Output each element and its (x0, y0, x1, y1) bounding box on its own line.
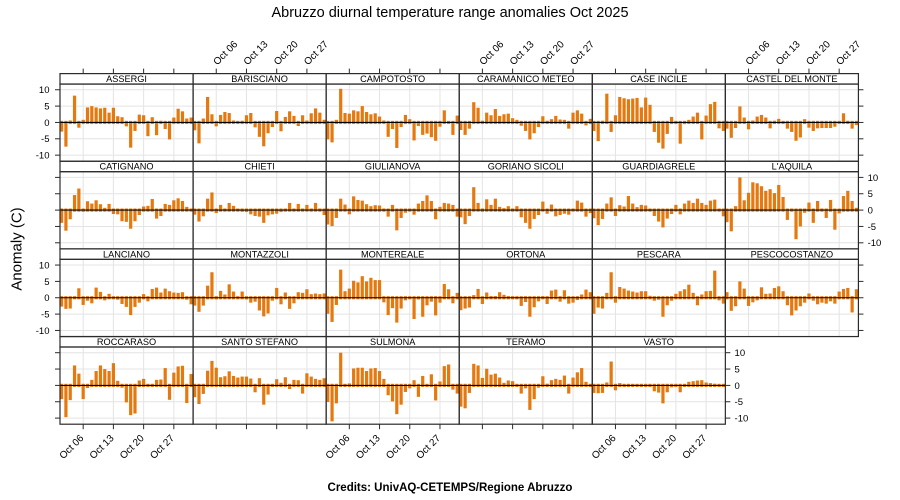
svg-text:BARISCIANO: BARISCIANO (231, 74, 288, 84)
svg-text:CAMPOTOSTO: CAMPOTOSTO (360, 74, 425, 84)
svg-text:-10: -10 (868, 238, 882, 249)
svg-text:GORIANO SICOLI: GORIANO SICOLI (488, 162, 564, 172)
svg-text:-10: -10 (36, 326, 50, 337)
svg-text:-5: -5 (735, 397, 743, 408)
svg-text:ASSERGI: ASSERGI (106, 74, 147, 84)
svg-text:0: 0 (44, 293, 49, 304)
svg-text:CASTEL DEL MONTE: CASTEL DEL MONTE (746, 74, 837, 84)
svg-text:5: 5 (868, 189, 873, 200)
svg-text:CASE INCILE: CASE INCILE (630, 74, 687, 84)
svg-text:-5: -5 (41, 134, 49, 145)
svg-text:Anomaly (C): Anomaly (C) (9, 207, 26, 290)
svg-text:TERAMO: TERAMO (506, 337, 545, 347)
svg-text:-10: -10 (735, 414, 749, 425)
svg-text:5: 5 (44, 277, 49, 288)
svg-text:-5: -5 (41, 310, 49, 321)
svg-text:0: 0 (735, 381, 740, 392)
svg-text:L'AQUILA: L'AQUILA (772, 162, 813, 172)
svg-text:10: 10 (735, 348, 746, 359)
svg-text:10: 10 (39, 85, 50, 96)
svg-text:PESCARA: PESCARA (637, 249, 682, 259)
svg-text:CHIETI: CHIETI (245, 162, 275, 172)
svg-text:MONTEREALE: MONTEREALE (361, 249, 424, 259)
svg-text:PESCOCOSTANZO: PESCOCOSTANZO (751, 249, 834, 259)
svg-text:10: 10 (868, 173, 879, 184)
svg-text:5: 5 (735, 364, 740, 375)
svg-text:-10: -10 (36, 151, 50, 162)
svg-text:GIULIANOVA: GIULIANOVA (365, 162, 421, 172)
svg-text:5: 5 (44, 102, 49, 113)
svg-text:CATIGNANO: CATIGNANO (100, 162, 154, 172)
svg-text:Abruzzo diurnal temperature ra: Abruzzo diurnal temperature range anomal… (271, 5, 628, 21)
svg-text:MONTAZZOLI: MONTAZZOLI (230, 249, 289, 259)
svg-text:GUARDIAGRELE: GUARDIAGRELE (622, 162, 695, 172)
svg-text:-5: -5 (868, 222, 876, 233)
svg-text:SULMONA: SULMONA (370, 337, 416, 347)
svg-text:0: 0 (868, 206, 873, 217)
svg-text:Credits: UnivAQ-CETEMPS/Region: Credits: UnivAQ-CETEMPS/Regione Abruzzo (328, 482, 573, 494)
svg-text:ROCCARASO: ROCCARASO (97, 337, 156, 347)
svg-text:LANCIANO: LANCIANO (103, 249, 150, 259)
svg-text:10: 10 (39, 260, 50, 271)
svg-text:CARAMANICO METEO: CARAMANICO METEO (477, 74, 575, 84)
svg-text:0: 0 (44, 118, 49, 129)
svg-text:ORTONA: ORTONA (506, 249, 546, 259)
svg-text:SANTO STEFANO: SANTO STEFANO (221, 337, 298, 347)
svg-text:VASTO: VASTO (644, 337, 674, 347)
